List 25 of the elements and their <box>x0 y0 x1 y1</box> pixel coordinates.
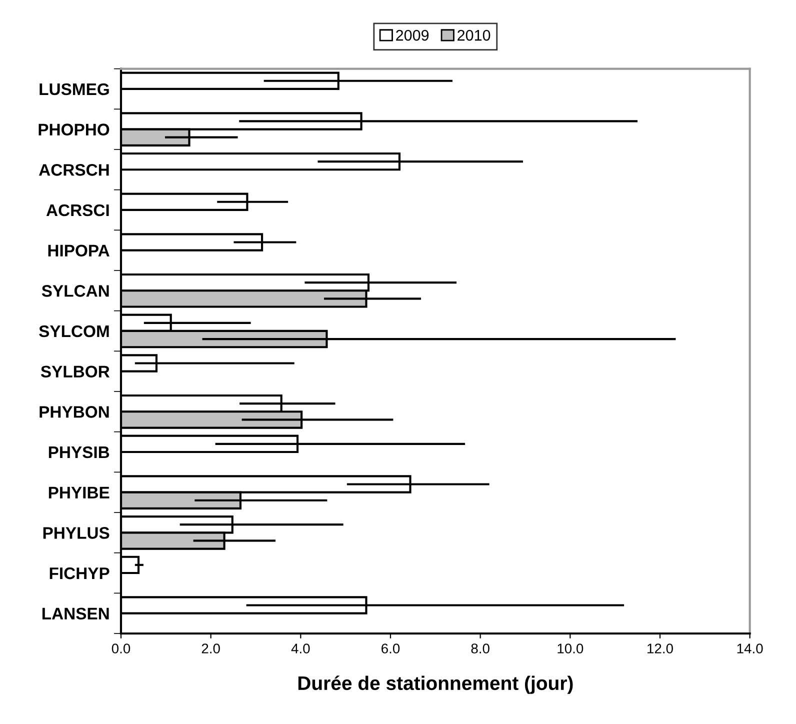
y-tick-label: SYLBOR <box>40 366 110 378</box>
x-tick-label: 10.0 <box>558 644 584 654</box>
legend-label: 2009 <box>396 30 429 41</box>
y-tick-label: ACRSCI <box>46 204 109 216</box>
y-tick-label: PHOPHO <box>38 124 110 136</box>
x-tick-label: 8.0 <box>471 644 490 654</box>
x-tick-label: 14.0 <box>737 644 763 654</box>
y-tick-label: SYLCOM <box>39 325 109 338</box>
x-tick-label: 2.0 <box>202 644 220 654</box>
y-tick-label: LUSMEG <box>40 83 109 96</box>
y-tick-label: FICHYP <box>50 567 110 580</box>
x-tick-label: 12.0 <box>648 644 673 654</box>
y-tick-label: PHYBON <box>40 406 109 418</box>
y-tick-label: HIPOPA <box>48 244 110 256</box>
y-tick-label: PHYSIB <box>48 446 110 458</box>
legend-label: 2010 <box>458 30 490 41</box>
x-tick-label: 6.0 <box>382 644 400 654</box>
x-axis-title: Durée de stationnement (jour) <box>298 676 573 694</box>
y-tick-label: PHYLUS <box>43 527 110 539</box>
y-tick-label: PHYIBE <box>48 486 110 498</box>
y-tick-label: ACRSCH <box>38 164 109 176</box>
y-tick-label: LANSEN <box>42 608 109 620</box>
x-tick-label: 4.0 <box>291 644 310 654</box>
x-tick-label: 0.0 <box>112 644 130 654</box>
y-tick-label: SYLCAN <box>42 285 109 297</box>
